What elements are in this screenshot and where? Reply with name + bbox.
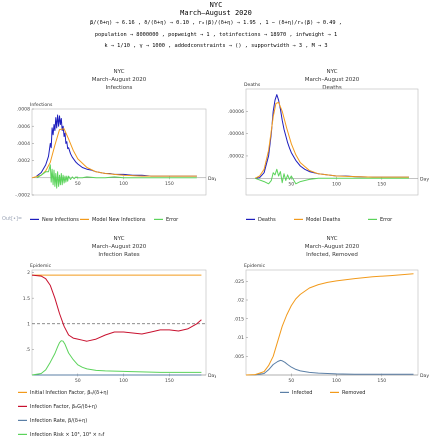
chart-subtitle: March–August 2020 — [305, 244, 360, 250]
legend-label: Error — [166, 217, 179, 223]
x-tick-label: 50 — [288, 181, 294, 187]
y-tick-label: -.0002 — [15, 193, 30, 199]
params-line-2: population → 8000000 , popweight → 1 , t… — [94, 32, 338, 38]
header-title: NYC — [209, 1, 223, 9]
legend-label: New Infections — [42, 217, 79, 223]
plot-frame — [31, 108, 207, 196]
y-tick-label: .015 — [234, 316, 244, 322]
chart-subtitle2: Infected, Removed — [306, 252, 358, 258]
legend-label: Deaths — [258, 217, 276, 223]
y-axis-label: Infections — [30, 102, 53, 108]
chart-subtitle: March–August 2020 — [305, 77, 360, 83]
chart-subtitle2: Infection Rates — [98, 252, 139, 258]
chart-deaths: NYC March–August 2020 Deaths Deaths Day .0000… — [228, 69, 429, 223]
y-tick-label: .01 — [237, 335, 244, 341]
x-tick-label: 50 — [288, 378, 294, 384]
series-line-model-new-infections — [31, 128, 197, 179]
chart-subtitle2: Infections — [106, 85, 133, 91]
legend-label: Infection Rate, β/(δ+η) — [30, 418, 87, 424]
x-tick-label: 150 — [165, 378, 174, 384]
y-tick-label: .00004 — [228, 131, 244, 137]
y-tick-label: .00006 — [228, 109, 244, 115]
chart-subtitle: March–August 2020 — [92, 77, 147, 83]
legend-label: Model New Infections — [92, 217, 146, 223]
x-tick-label: 100 — [119, 378, 128, 384]
y-tick-label: .005 — [234, 354, 244, 360]
y-tick-label: .0008 — [17, 107, 30, 113]
y-tick-label: .5 — [26, 347, 30, 353]
series-line-removed — [245, 273, 414, 376]
legend-label: Removed — [342, 390, 365, 396]
params-line-1: β/(δ+η) → 6.16 , δ/(δ+η) → 0.10 , r₀(β)/… — [90, 20, 342, 26]
x-axis-label: Day — [420, 176, 429, 182]
legend-label: Infection Factor, β₀G/(δ+η) — [30, 404, 97, 410]
y-tick-label: 2 — [27, 270, 30, 276]
header-subtitle: March–August 2020 — [180, 9, 252, 17]
x-tick-label: 100 — [119, 181, 128, 187]
x-tick-label: 100 — [332, 181, 341, 187]
y-tick-label: .00002 — [228, 154, 244, 160]
series-line-infected — [245, 359, 414, 376]
chart-title: NYC — [326, 69, 337, 75]
y-tick-label: .0006 — [17, 124, 30, 130]
output-cell-label: Out[•]= — [2, 216, 23, 222]
y-tick-label: 1 — [27, 321, 30, 327]
plot-frame — [245, 88, 419, 196]
x-tick-label: 150 — [165, 181, 174, 187]
legend-label: Initial Infection Factor, β₀/(δ+η) — [30, 390, 109, 396]
y-tick-label: .025 — [234, 279, 244, 285]
series-line-model-deaths — [254, 101, 409, 179]
legend-label: Error — [380, 217, 393, 223]
x-axis-label: Day — [420, 373, 429, 379]
series-line-new-infections — [36, 114, 197, 177]
chart-infected-removed: NYC March–August 2020 Infected, Removed Epi… — [234, 236, 430, 396]
legend-label: Infection Risk × 10³, 10³ × r₀f — [30, 432, 104, 438]
y-tick-label: .0002 — [17, 158, 30, 164]
y-axis-label: Epidemic — [30, 263, 52, 269]
y-tick-label: .0004 — [17, 141, 30, 147]
chart-subtitle2: Deaths — [322, 85, 342, 91]
series-line-error — [36, 164, 197, 189]
chart-title: NYC — [326, 236, 337, 242]
chart-subtitle: March–August 2020 — [92, 244, 147, 250]
chart-title: NYC — [113, 69, 124, 75]
chart-title: NYC — [113, 236, 124, 242]
x-axis-label: Day — [208, 373, 216, 379]
chart-infections: NYC March–August 2020 Infections Infections… — [15, 69, 216, 223]
plot-frame — [31, 269, 207, 376]
series-line-infection-factor — [31, 274, 202, 342]
x-tick-label: 50 — [75, 181, 81, 187]
chart-infection-rates: NYC March–August 2020 Infection Rates Epide… — [18, 236, 216, 438]
legend-label: Infected — [292, 390, 312, 396]
x-tick-label: 50 — [75, 378, 81, 384]
y-tick-label: 1.5 — [23, 296, 30, 302]
x-tick-label: 150 — [377, 378, 386, 384]
params-line-3: k → 1/10 , γ → 1000 , addedconstraints →… — [104, 43, 328, 49]
series-line-infection-risk — [31, 340, 202, 376]
legend-label: Model Deaths — [306, 217, 341, 223]
y-tick-label: .02 — [237, 298, 244, 304]
x-axis-label: Day — [208, 176, 216, 182]
x-tick-label: 100 — [332, 378, 341, 384]
y-axis-label: Deaths — [244, 82, 261, 88]
series-line-deaths — [255, 94, 409, 179]
y-axis-label: Epidemic — [244, 263, 266, 269]
series-line-error — [254, 168, 409, 185]
x-tick-label: 150 — [377, 181, 386, 187]
